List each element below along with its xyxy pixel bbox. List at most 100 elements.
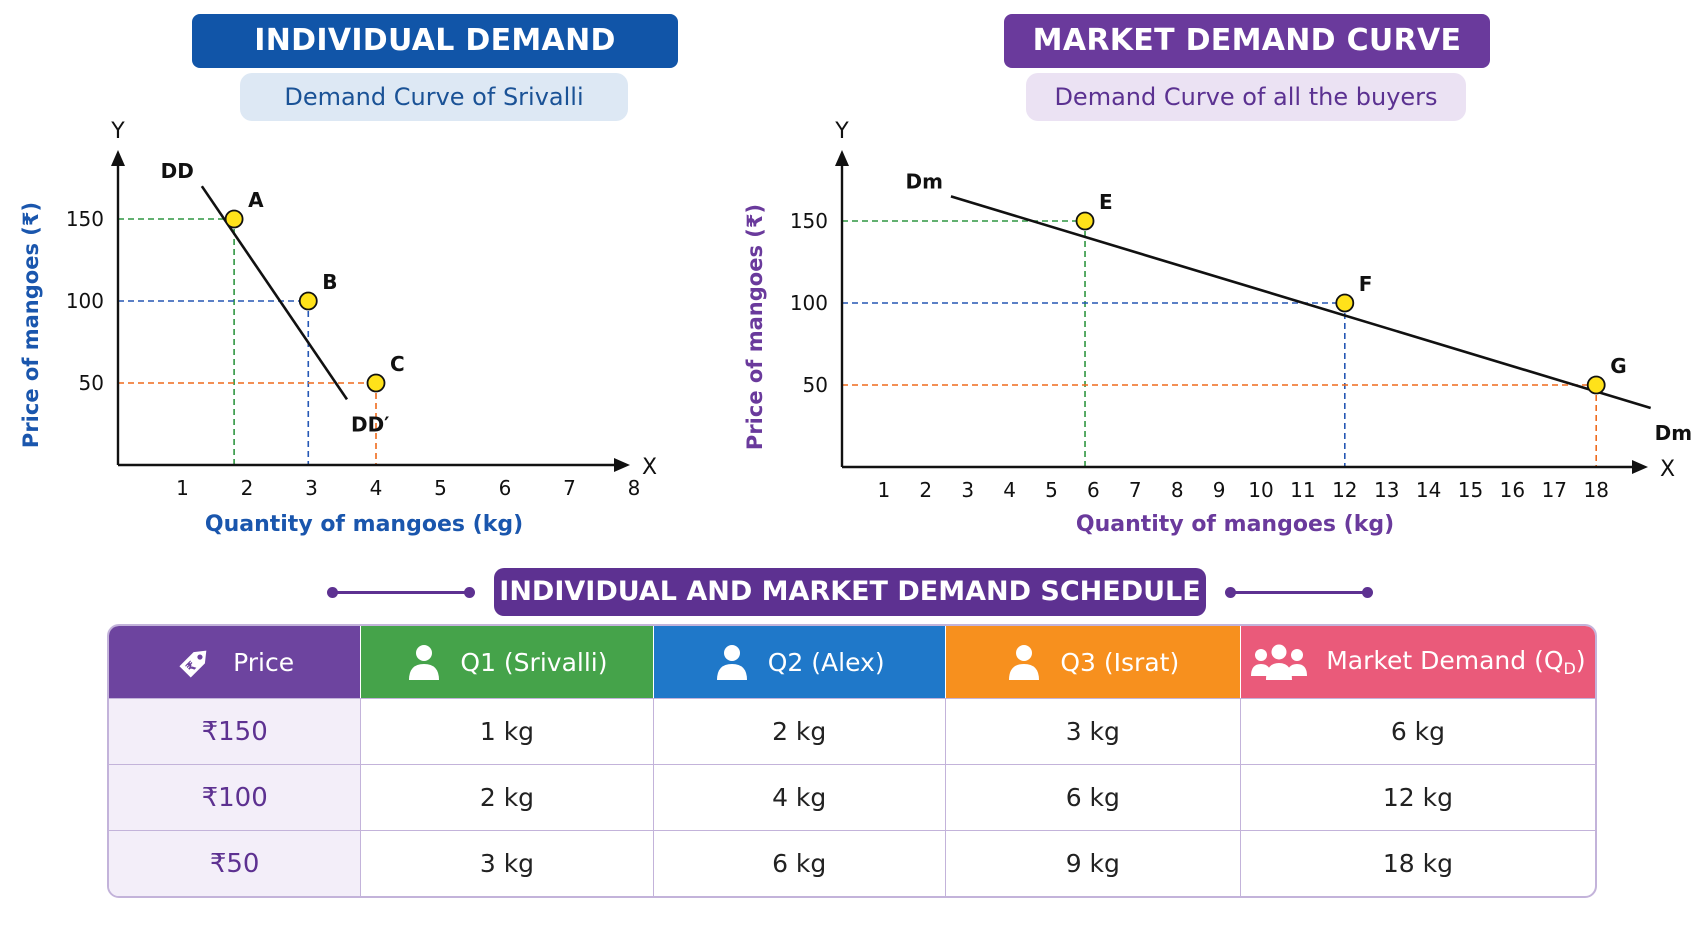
y-tick-label: 100 — [66, 289, 104, 313]
decor-line-left — [333, 591, 469, 594]
data-point — [366, 373, 386, 393]
x-tick-label: 5 — [1045, 478, 1058, 502]
price-cell: ₹150 — [109, 698, 362, 764]
x-tick-label: 12 — [1332, 478, 1357, 502]
point-label: B — [322, 270, 337, 294]
x-tick-label: 7 — [1129, 478, 1142, 502]
individual-demand-chart: Price of mangoes (₹) Quantity of mangoes … — [19, 119, 657, 537]
y-axis-letter: Y — [110, 119, 125, 144]
market-chart-title: MARKET DEMAND CURVE — [1004, 14, 1490, 68]
schedule-title: INDIVIDUAL AND MARKET DEMAND SCHEDULE — [494, 568, 1206, 616]
x-tick-label: 16 — [1500, 478, 1525, 502]
data-point — [224, 209, 244, 229]
header-price-label: Price — [233, 647, 295, 677]
data-point — [298, 291, 318, 311]
y-axis-label: Price of mangoes (₹) — [743, 204, 767, 450]
table-row: ₹100 2 kg 4 kg 6 kg 12 kg — [109, 764, 1595, 830]
header-q1-label: Q1 (Srivalli) — [460, 647, 608, 677]
decor-dot-right — [1362, 587, 1373, 598]
curve-start-label: Dm — [905, 169, 942, 193]
table-cell: 2 kg — [653, 698, 946, 764]
decor-dot-right-inner — [1225, 587, 1236, 598]
x-tick-label: 4 — [370, 476, 383, 500]
table-cell: 3 kg — [945, 698, 1241, 764]
curve-end-label: DD′ — [351, 412, 389, 436]
demand-schedule-table: ₹ Price Q1 (Srivalli) — [107, 624, 1597, 898]
y-tick-label: 150 — [790, 209, 828, 233]
y-axis-label: Price of mangoes (₹) — [19, 202, 43, 448]
header-q2: Q2 (Alex) — [653, 626, 946, 698]
person-icon — [406, 642, 442, 682]
table-cell: 1 kg — [361, 698, 654, 764]
data-point — [1075, 211, 1095, 231]
table-cell: 6 kg — [1240, 698, 1595, 764]
point-label: A — [248, 188, 264, 212]
x-tick-label: 1 — [878, 478, 891, 502]
table-cell: 3 kg — [361, 830, 654, 896]
header-market-demand: Market Demand (QD) — [1240, 626, 1595, 698]
x-tick-label: 1 — [176, 476, 189, 500]
price-cell: ₹100 — [109, 764, 362, 830]
individual-chart-title: INDIVIDUAL DEMAND CURVE — [192, 14, 678, 112]
x-tick-label: 8 — [1171, 478, 1184, 502]
curve-end-label: Dm′ — [1655, 421, 1692, 445]
x-tick-label: 18 — [1583, 478, 1608, 502]
decor-dot-left-inner — [464, 587, 475, 598]
x-axis-arrow — [614, 458, 630, 472]
x-tick-label: 13 — [1374, 478, 1399, 502]
header-q3: Q3 (Israt) — [945, 626, 1241, 698]
x-axis-letter: X — [1660, 457, 1675, 482]
point-label: G — [1610, 354, 1626, 378]
table-row: ₹50 3 kg 6 kg 9 kg 18 kg — [109, 830, 1595, 896]
individual-chart-subtitle: Demand Curve of Srivalli — [240, 73, 628, 121]
price-cell: ₹50 — [109, 830, 362, 896]
person-icon — [1006, 642, 1042, 682]
x-axis-label: Quantity of mangoes (kg) — [1076, 512, 1394, 537]
header-q3-label: Q3 (Israt) — [1060, 647, 1180, 677]
table-cell: 12 kg — [1240, 764, 1595, 830]
x-tick-label: 2 — [919, 478, 932, 502]
curve-start-label: DD — [161, 159, 194, 183]
x-tick-label: 3 — [305, 476, 318, 500]
x-tick-label: 5 — [434, 476, 447, 500]
x-axis-letter: X — [642, 455, 657, 480]
data-point — [1335, 293, 1355, 313]
x-tick-label: 4 — [1003, 478, 1016, 502]
decor-dot-left — [327, 587, 338, 598]
x-tick-label: 10 — [1248, 478, 1273, 502]
y-tick-label: 50 — [79, 371, 104, 395]
x-tick-label: 15 — [1458, 478, 1483, 502]
point-label: E — [1099, 190, 1113, 214]
x-tick-label: 9 — [1213, 478, 1226, 502]
x-tick-label: 14 — [1416, 478, 1441, 502]
person-icon — [714, 642, 750, 682]
x-tick-label: 2 — [241, 476, 254, 500]
table-cell: 18 kg — [1240, 830, 1595, 896]
x-tick-label: 7 — [563, 476, 576, 500]
x-axis-label: Quantity of mangoes (kg) — [205, 512, 523, 537]
table-header-row: ₹ Price Q1 (Srivalli) — [109, 626, 1595, 698]
x-tick-label: 3 — [961, 478, 974, 502]
x-tick-label: 6 — [499, 476, 512, 500]
market-demand-chart: Price of mangoes (₹) Quantity of mangoes … — [743, 119, 1692, 537]
demand-curve-line — [950, 195, 1652, 410]
y-axis-arrow — [111, 150, 125, 166]
table-cell: 9 kg — [945, 830, 1241, 896]
y-axis-arrow — [835, 150, 849, 166]
y-tick-label: 50 — [803, 373, 828, 397]
x-tick-label: 8 — [628, 476, 641, 500]
header-q2-label: Q2 (Alex) — [767, 647, 885, 677]
table-cell: 2 kg — [361, 764, 654, 830]
x-tick-label: 11 — [1290, 478, 1315, 502]
group-icon — [1250, 642, 1308, 682]
point-label: C — [390, 352, 405, 376]
y-tick-label: 150 — [66, 207, 104, 231]
market-chart-subtitle: Demand Curve of all the buyers — [1026, 73, 1466, 121]
y-tick-label: 100 — [790, 291, 828, 315]
table-row: ₹150 1 kg 2 kg 3 kg 6 kg — [109, 698, 1595, 764]
data-point — [1586, 375, 1606, 395]
price-tag-icon: ₹ — [175, 642, 215, 682]
decor-line-right — [1231, 591, 1367, 594]
y-axis-letter: Y — [834, 119, 849, 144]
table-cell: 6 kg — [945, 764, 1241, 830]
